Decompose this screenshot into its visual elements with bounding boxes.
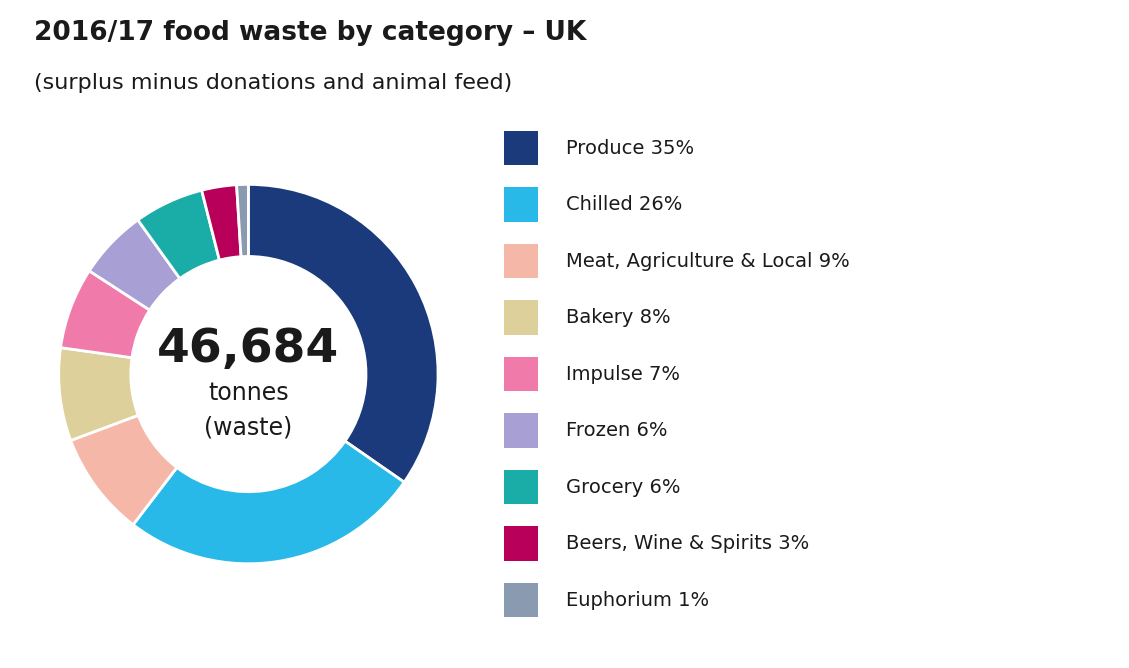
Wedge shape: [71, 415, 177, 524]
FancyBboxPatch shape: [504, 244, 539, 279]
Text: Impulse 7%: Impulse 7%: [566, 365, 680, 383]
Wedge shape: [61, 271, 150, 357]
Text: (waste): (waste): [204, 415, 292, 439]
Text: Grocery 6%: Grocery 6%: [566, 478, 681, 496]
Wedge shape: [59, 347, 138, 440]
FancyBboxPatch shape: [504, 131, 539, 166]
Wedge shape: [248, 184, 438, 482]
FancyBboxPatch shape: [504, 413, 539, 448]
FancyBboxPatch shape: [504, 187, 539, 222]
Text: Chilled 26%: Chilled 26%: [566, 195, 683, 214]
FancyBboxPatch shape: [504, 582, 539, 617]
FancyBboxPatch shape: [504, 526, 539, 561]
Wedge shape: [89, 220, 180, 310]
Text: Produce 35%: Produce 35%: [566, 138, 694, 158]
Wedge shape: [138, 190, 219, 279]
Text: 46,684: 46,684: [157, 327, 340, 372]
Wedge shape: [237, 184, 248, 257]
FancyBboxPatch shape: [504, 470, 539, 504]
Text: Frozen 6%: Frozen 6%: [566, 421, 667, 440]
Text: Bakery 8%: Bakery 8%: [566, 308, 671, 327]
Wedge shape: [202, 185, 242, 260]
Wedge shape: [133, 441, 404, 564]
Text: Beers, Wine & Spirits 3%: Beers, Wine & Spirits 3%: [566, 534, 809, 553]
FancyBboxPatch shape: [504, 357, 539, 391]
Text: tonnes: tonnes: [208, 381, 289, 405]
FancyBboxPatch shape: [504, 300, 539, 335]
Text: 2016/17 food waste by category – UK: 2016/17 food waste by category – UK: [34, 20, 586, 46]
Text: (surplus minus donations and animal feed): (surplus minus donations and animal feed…: [34, 73, 513, 94]
Text: Meat, Agriculture & Local 9%: Meat, Agriculture & Local 9%: [566, 252, 850, 271]
Text: Euphorium 1%: Euphorium 1%: [566, 591, 709, 610]
